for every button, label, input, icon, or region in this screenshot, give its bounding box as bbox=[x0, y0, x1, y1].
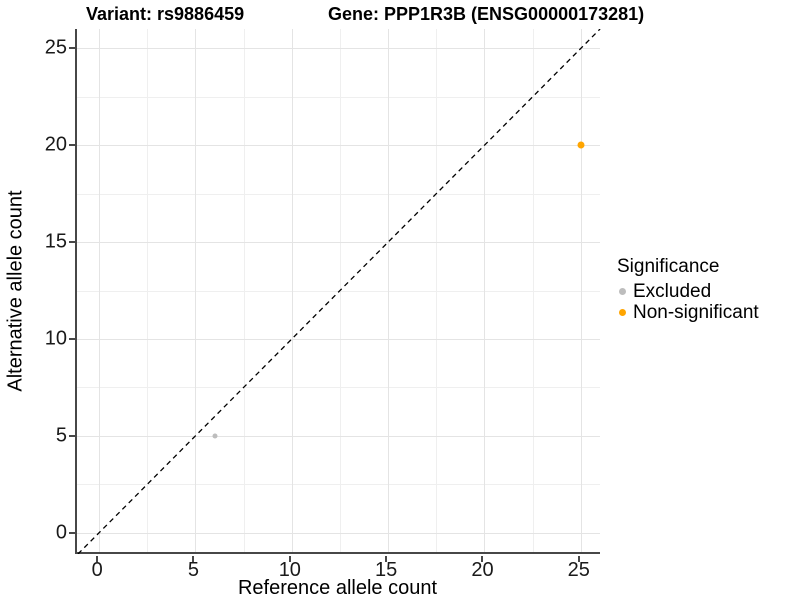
gridline-minor-horizontal bbox=[77, 387, 600, 389]
gridline-major-horizontal bbox=[77, 145, 600, 147]
x-tick-label: 20 bbox=[471, 559, 494, 581]
gridline-major-horizontal bbox=[77, 435, 600, 437]
x-tick-label: 25 bbox=[567, 559, 590, 581]
gridline-major-horizontal bbox=[77, 48, 600, 50]
y-axis-title: Alternative allele count bbox=[4, 190, 27, 392]
gridline-minor-horizontal bbox=[77, 193, 600, 195]
gridline-major-vertical bbox=[99, 29, 101, 552]
x-tick-mark bbox=[96, 556, 99, 562]
gridline-major-horizontal bbox=[77, 338, 600, 340]
gridline-major-horizontal bbox=[77, 242, 600, 244]
gridline-major-vertical bbox=[291, 29, 293, 552]
x-tick-mark bbox=[481, 556, 484, 562]
x-tick-mark bbox=[192, 556, 195, 562]
plot-panel bbox=[75, 29, 601, 554]
y-tick-label: 5 bbox=[55, 424, 67, 447]
legend-label-excluded: Excluded bbox=[633, 280, 712, 302]
gridline-minor-vertical bbox=[436, 29, 438, 552]
legend: Significance Excluded Non-significant bbox=[617, 256, 759, 323]
gridline-minor-vertical bbox=[243, 29, 245, 552]
legend-item-excluded: Excluded bbox=[617, 281, 759, 302]
gridline-major-vertical bbox=[580, 29, 582, 552]
y-tick-label: 10 bbox=[44, 327, 67, 350]
y-tick-label: 25 bbox=[44, 36, 67, 59]
excluded-dot-icon bbox=[619, 288, 626, 295]
y-tick-label: 0 bbox=[55, 521, 67, 544]
non-significant-dot-icon bbox=[619, 309, 626, 316]
data-point-non-significant bbox=[577, 141, 585, 149]
y-tick-mark bbox=[69, 241, 75, 244]
gridline-minor-horizontal bbox=[77, 290, 600, 292]
x-tick-label: 0 bbox=[91, 559, 103, 581]
legend-title: Significance bbox=[617, 256, 720, 277]
y-tick-mark bbox=[69, 47, 75, 50]
x-tick-mark bbox=[288, 556, 291, 562]
data-point-excluded bbox=[212, 433, 218, 439]
y-tick-mark bbox=[69, 337, 75, 340]
y-tick-mark bbox=[69, 531, 75, 534]
plot-title-gene: Gene: PPP1R3B (ENSG00000173281) bbox=[328, 4, 645, 24]
gridline-major-horizontal bbox=[77, 532, 600, 534]
gridline-minor-horizontal bbox=[77, 96, 600, 98]
x-tick-label: 15 bbox=[375, 559, 398, 581]
y-tick-label: 20 bbox=[44, 133, 67, 156]
identity-line bbox=[77, 29, 601, 554]
gridline-major-vertical bbox=[484, 29, 486, 552]
gridline-major-vertical bbox=[195, 29, 197, 552]
x-tick-mark bbox=[577, 556, 580, 562]
gridline-major-vertical bbox=[388, 29, 390, 552]
gridline-minor-horizontal bbox=[77, 484, 600, 486]
x-tick-label: 10 bbox=[278, 559, 301, 581]
y-tick-mark bbox=[69, 144, 75, 147]
x-tick-label: 5 bbox=[187, 559, 200, 581]
legend-label-non-significant: Non-significant bbox=[633, 301, 759, 323]
y-tick-label: 15 bbox=[44, 230, 67, 253]
x-axis-title: Reference allele count bbox=[237, 577, 437, 599]
legend-item-non-significant: Non-significant bbox=[617, 302, 759, 323]
x-tick-mark bbox=[385, 556, 388, 562]
y-tick-mark bbox=[69, 434, 75, 437]
plot-title-variant: Variant: rs9886459 bbox=[86, 4, 245, 24]
gridline-minor-vertical bbox=[532, 29, 534, 552]
gridline-minor-vertical bbox=[147, 29, 149, 552]
